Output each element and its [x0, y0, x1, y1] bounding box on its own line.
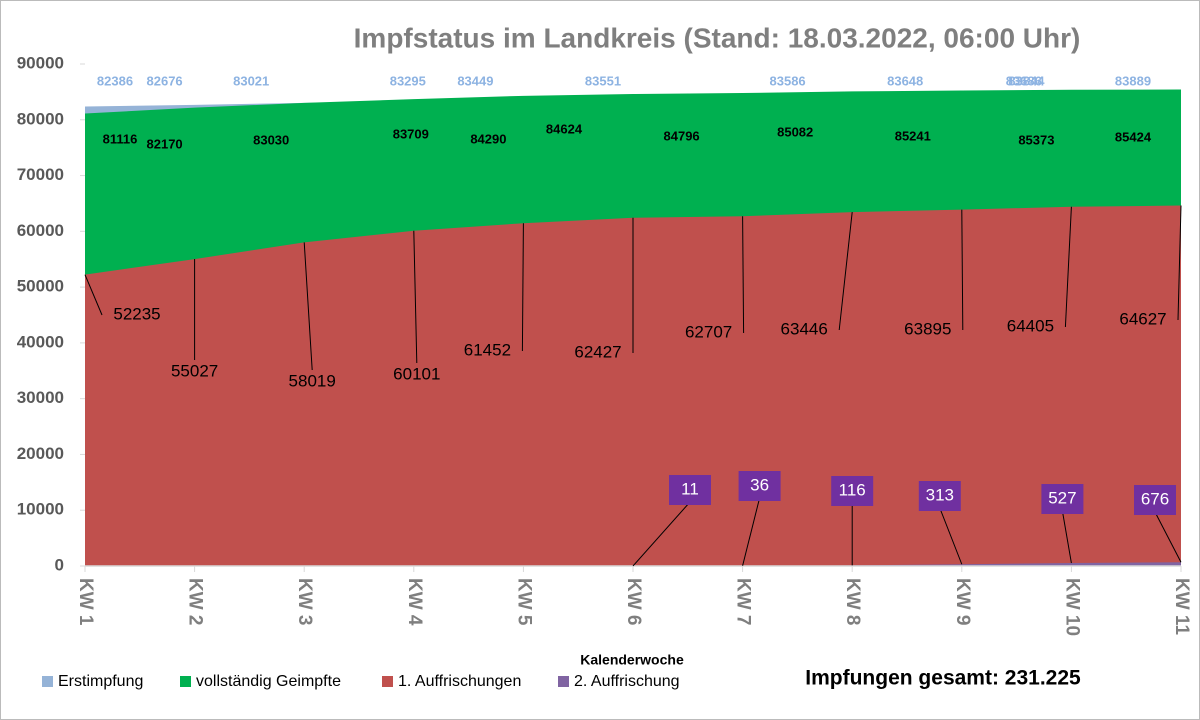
y-tick-label: 50000 — [17, 277, 64, 296]
data-label: 527 — [1048, 488, 1076, 507]
data-label: 81116 — [103, 131, 138, 146]
x-tick-label: KW 2 — [185, 578, 206, 626]
data-label: 64627 — [1119, 309, 1166, 328]
leader-line — [1064, 206, 1072, 328]
y-tick-label: 30000 — [17, 388, 64, 407]
data-label: 84290 — [470, 131, 506, 146]
data-label: 64405 — [1007, 316, 1054, 335]
data-label: 62427 — [574, 342, 621, 361]
data-label: 313 — [926, 485, 954, 504]
data-label: 116 — [839, 480, 866, 499]
data-label: 11 — [681, 479, 699, 498]
x-tick-label: KW 7 — [733, 578, 754, 626]
data-label: 82676 — [147, 73, 183, 88]
x-tick-label: KW 3 — [294, 578, 315, 626]
data-label: 85241 — [895, 128, 931, 143]
leader-line — [838, 212, 853, 331]
area — [633, 562, 1181, 566]
data-label: 83648 — [887, 73, 923, 88]
data-label: 83709 — [393, 126, 429, 141]
legend-label: vollständig Geimpfte — [196, 673, 341, 690]
data-label: 58019 — [289, 371, 336, 390]
data-label: 85424 — [1115, 129, 1152, 144]
legend-label: 1. Auffrischungen — [398, 673, 521, 690]
y-tick-label: 90000 — [17, 53, 64, 72]
data-label: 63895 — [904, 319, 951, 338]
data-label: 63446 — [781, 319, 828, 338]
y-tick-label: 0 — [55, 555, 64, 574]
y-tick-label: 10000 — [17, 500, 64, 519]
data-label: 83844 — [1008, 73, 1045, 88]
legend-swatch — [382, 676, 393, 687]
data-label: 84624 — [546, 121, 583, 136]
y-tick-label: 80000 — [17, 109, 64, 128]
x-tick-label: KW 5 — [513, 578, 534, 626]
y-tick-label: 40000 — [17, 332, 64, 351]
leader-line — [939, 507, 963, 565]
data-label: 52235 — [113, 304, 160, 323]
data-label: 83889 — [1115, 73, 1151, 88]
leader-line — [1154, 511, 1182, 563]
data-label: 83030 — [253, 132, 289, 147]
leader-line — [413, 230, 418, 364]
x-tick-label: KW 10 — [1061, 578, 1082, 636]
data-label: 85373 — [1018, 132, 1054, 147]
leader-line — [742, 497, 761, 566]
leader-line — [521, 223, 524, 352]
y-tick-label: 60000 — [17, 221, 64, 240]
leader-line — [961, 209, 964, 331]
data-label: 82386 — [97, 73, 133, 88]
data-label: 84796 — [664, 128, 700, 143]
leader-line — [742, 216, 745, 334]
y-tick-label: 70000 — [17, 165, 64, 184]
data-label: 83586 — [770, 73, 806, 88]
leader-line — [632, 501, 691, 567]
data-label: 82170 — [147, 136, 183, 151]
label-box — [831, 476, 874, 506]
data-label: 83686 — [1006, 73, 1042, 88]
data-label: 85082 — [777, 124, 813, 139]
data-label: 61452 — [464, 340, 511, 359]
leader-line — [1061, 510, 1072, 564]
x-tick-label: KW 4 — [404, 578, 425, 626]
label-box — [669, 475, 711, 505]
label-box — [1041, 484, 1084, 514]
data-label: 83449 — [457, 73, 493, 88]
legend-label: Erstimpfung — [58, 673, 143, 690]
x-axis-label: Kalenderwoche — [580, 652, 684, 668]
data-label: 55027 — [171, 361, 218, 380]
x-tick-label: KW 6 — [623, 578, 644, 626]
y-tick-label: 20000 — [17, 444, 64, 463]
label-box — [918, 481, 961, 511]
x-tick-label: KW 8 — [842, 578, 863, 626]
label-box — [1134, 485, 1176, 515]
leader-line — [84, 274, 103, 316]
legend-swatch — [180, 676, 191, 687]
label-box — [738, 471, 781, 501]
legend-label: 2. Auffrischung — [574, 673, 680, 690]
annotation: Impfungen gesamt: 231.225 — [805, 667, 1081, 690]
leader-line — [303, 242, 313, 371]
area — [85, 205, 1181, 566]
data-label: 83295 — [390, 73, 426, 88]
data-label: 60101 — [393, 364, 440, 383]
chart-title: Impfstatus im Landkreis (Stand: 18.03.20… — [354, 22, 1081, 53]
data-label: 676 — [1141, 489, 1169, 508]
data-label: 36 — [750, 475, 769, 494]
data-label: 83021 — [233, 73, 269, 88]
data-label: 62707 — [685, 322, 732, 341]
x-tick-label: KW 1 — [75, 578, 96, 626]
data-label: 83551 — [585, 73, 621, 88]
x-tick-label: KW 11 — [1171, 578, 1192, 635]
legend-swatch — [558, 676, 569, 687]
leader-line — [1177, 205, 1182, 321]
x-tick-label: KW 9 — [952, 578, 973, 626]
legend-swatch — [42, 676, 53, 687]
